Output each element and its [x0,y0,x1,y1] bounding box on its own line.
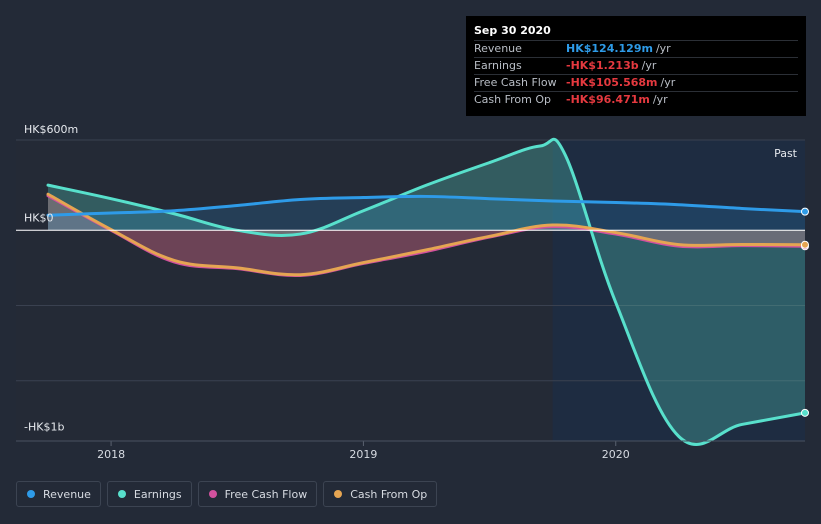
legend-free-cash-flow-toggle[interactable]: Free Cash Flow [197,481,318,507]
legend-dot-icon [334,490,343,498]
past-label: Past [774,147,798,160]
tooltip-value: -HK$96.471m [566,93,650,106]
revenue-line [46,194,807,217]
free-cash-flow-area [48,195,805,276]
tooltip-value: -HK$1.213b [566,59,639,72]
cash-from-op-area [48,194,805,275]
x-tick-label: 2019 [349,448,377,461]
tooltip-date: Sep 30 2020 [474,24,551,37]
series-areas [48,139,805,445]
revenue-area [48,196,805,231]
x-tick-label: 2020 [602,448,630,461]
earnings-endpoint [801,408,809,417]
tooltip-unit: /yr [655,42,671,55]
tooltip-row-revenue: Revenue HK$124.129m /yr [474,40,798,57]
past-highlight-region [552,140,805,441]
tooltip-label: Cash From Op [474,93,552,106]
legend-cash-from-op-toggle[interactable]: Cash From Op [323,481,438,507]
cash-from-op-line [46,192,807,277]
tooltip-unit: /yr [652,93,668,106]
tooltip-label: Earnings [474,59,522,72]
legend-dot-icon [208,490,217,498]
cash-from-op-endpoint [801,240,809,249]
y-top-label: HK$600m [24,123,78,136]
tooltip-label: Free Cash Flow [474,76,557,89]
x-tick-label: 2018 [97,448,125,461]
y-zero-label: HK$0 [24,211,53,224]
earnings-line [46,137,807,446]
legend-label: Earnings [133,487,182,501]
legend-label: Revenue [43,487,91,501]
series-endpoints [801,207,809,417]
tooltip-row-cash-from-op: Cash From Op -HK$96.471m /yr [474,91,798,108]
legend: Revenue Earnings Free Cash Flow Cash Fro… [16,481,438,509]
tooltip-row-free-cash-flow: Free Cash Flow -HK$105.568m /yr [474,74,798,91]
tooltip-panel: Sep 30 2020 Revenue HK$124.129m /yr Earn… [466,16,806,116]
x-axis-ticks: 2018 2019 2020 [16,440,805,461]
legend-label: Free Cash Flow [224,487,308,501]
earnings-area [48,139,805,445]
series-lines [46,137,807,446]
legend-label: Cash From Op [350,487,428,501]
tooltip-value: HK$124.129m [566,42,653,55]
tooltip-label: Revenue [474,42,522,55]
legend-revenue-toggle[interactable]: Revenue [16,481,101,507]
tooltip-unit: /yr [641,59,657,72]
legend-earnings-toggle[interactable]: Earnings [106,481,192,507]
y-bottom-label: -HK$1b [24,420,64,433]
legend-dot-icon [117,490,126,498]
tooltip-row-earnings: Earnings -HK$1.213b /yr [474,57,798,74]
tooltip-unit: /yr [660,76,676,89]
revenue-endpoint [801,207,809,216]
tooltip-value: -HK$105.568m [566,76,658,89]
legend-dot-icon [27,490,35,498]
